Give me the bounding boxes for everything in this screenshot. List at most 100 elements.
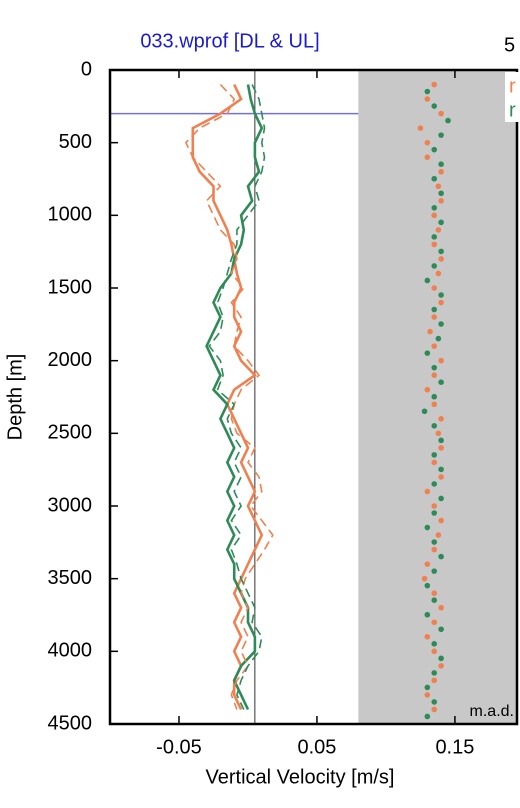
mad-point — [438, 379, 444, 386]
mad-point — [431, 648, 438, 655]
mad-point — [438, 219, 444, 226]
mad-point — [431, 401, 438, 408]
legend-label: r — [509, 99, 516, 121]
mad-point — [431, 590, 438, 596]
chart-title: 033.wprof [DL & UL] — [140, 30, 319, 52]
mad-point — [438, 445, 444, 451]
mad-point — [424, 634, 431, 640]
y-tick-label: 2500 — [48, 422, 93, 444]
mad-point — [424, 561, 431, 567]
mad-point — [438, 474, 444, 480]
mad-point — [438, 132, 444, 138]
y-tick-label: 1500 — [48, 276, 93, 298]
mad-point — [431, 670, 438, 676]
mad-point — [431, 677, 438, 684]
x-tick-label: 0.05 — [297, 736, 336, 758]
mad-point — [424, 277, 431, 284]
mad-point — [438, 110, 444, 117]
mad-point — [421, 575, 428, 582]
mad-point — [438, 161, 444, 167]
y-tick-label: 1000 — [48, 204, 93, 226]
mad-point — [424, 88, 431, 95]
mad-point — [431, 314, 438, 320]
mad-point — [438, 466, 444, 473]
mad-point — [431, 597, 438, 603]
x-tick-label: 0.15 — [435, 736, 474, 758]
mad-point — [431, 372, 438, 379]
mad-point — [424, 692, 431, 698]
mad-point — [431, 459, 438, 466]
mad-point — [424, 96, 431, 102]
mad-point — [431, 619, 438, 626]
mad-point — [438, 655, 444, 662]
y-tick-label: 0 — [81, 58, 92, 80]
mad-point — [431, 263, 438, 269]
mad-point — [438, 663, 444, 669]
profile-line — [191, 83, 264, 711]
mad-point — [431, 212, 438, 219]
mad-point — [424, 713, 431, 720]
top-axis-label: 5 — [504, 34, 515, 56]
mad-point — [431, 503, 438, 509]
mad-point — [431, 234, 438, 240]
mad-point — [438, 626, 444, 633]
y-tick-label: 2000 — [48, 349, 93, 371]
mad-point — [431, 699, 438, 705]
mad-point — [431, 103, 438, 109]
y-tick-label: 500 — [59, 131, 92, 153]
x-tick-label: -0.05 — [156, 736, 202, 758]
mad-point — [424, 524, 431, 531]
mad-point — [438, 517, 444, 524]
y-tick-label: 3000 — [48, 494, 93, 516]
legend-label: r — [509, 75, 516, 97]
x-axis-label: Vertical Velocity [m/s] — [206, 766, 395, 788]
mad-point — [431, 306, 438, 313]
mad-point — [438, 168, 444, 175]
mad-point — [435, 430, 442, 437]
mad-point — [431, 393, 438, 400]
legend-box — [505, 72, 520, 122]
mad-point — [431, 285, 438, 291]
plot-frame — [108, 68, 519, 726]
plot-background — [358, 70, 517, 724]
mad-point — [438, 321, 444, 327]
mad-point — [421, 408, 428, 415]
mad-point — [438, 198, 444, 204]
mad-point — [431, 241, 438, 248]
mad-point — [435, 335, 442, 342]
mad-point — [438, 256, 444, 262]
mad-point — [435, 270, 442, 277]
profile-line — [184, 83, 274, 710]
mad-point — [431, 175, 438, 182]
mad-point — [424, 582, 431, 589]
mad-panel — [358, 70, 517, 724]
mad-point — [424, 611, 431, 618]
mad-point — [438, 299, 444, 306]
mad-point — [438, 604, 444, 611]
mad-point — [445, 117, 451, 124]
mad-point — [431, 423, 438, 429]
mad-point — [424, 684, 431, 691]
mad-point — [431, 205, 438, 211]
mad-point — [431, 510, 438, 516]
mad-point — [431, 568, 438, 574]
mad-point — [424, 154, 431, 160]
mad-point — [438, 357, 444, 364]
mad-point — [417, 125, 424, 131]
mad-point — [431, 452, 438, 458]
mad-point — [431, 706, 438, 713]
mad-point — [438, 437, 444, 444]
mad-point — [431, 539, 438, 545]
y-axis-label: Depth [m] — [4, 354, 26, 441]
mad-point — [424, 139, 431, 146]
mad-point — [431, 481, 438, 487]
mad-point — [424, 350, 431, 356]
mad-point — [431, 343, 438, 349]
mad-annotation: m.a.d. — [470, 703, 514, 720]
y-tick-label: 4000 — [48, 640, 93, 662]
mad-point — [438, 292, 444, 298]
mad-point — [431, 146, 438, 153]
y-tick-label: 4500 — [48, 712, 93, 734]
mad-point — [438, 190, 444, 197]
